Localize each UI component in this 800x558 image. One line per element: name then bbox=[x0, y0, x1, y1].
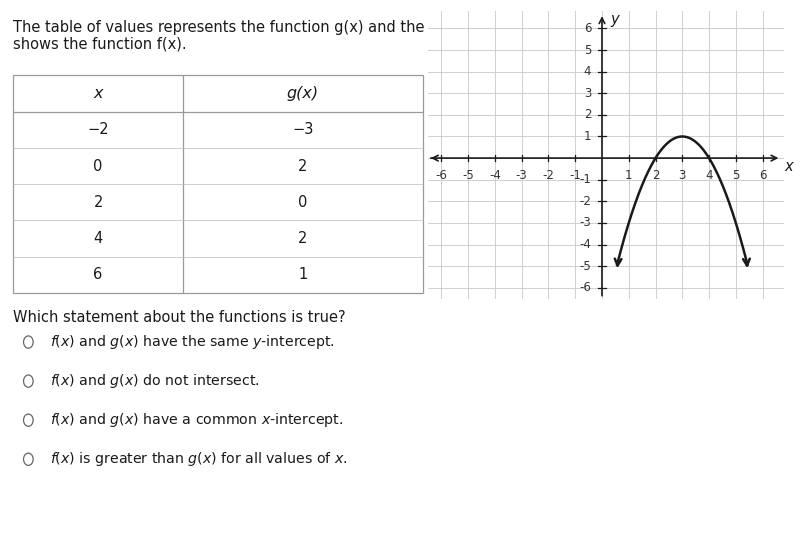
Text: 4: 4 bbox=[706, 169, 713, 182]
Text: -5: -5 bbox=[579, 259, 591, 273]
Text: 2: 2 bbox=[298, 158, 308, 174]
Text: shows the function f(x).: shows the function f(x). bbox=[13, 36, 186, 51]
Text: -1: -1 bbox=[579, 173, 591, 186]
Text: f(x) and g(x) have a common x-intercept.: f(x) and g(x) have a common x-intercept. bbox=[0, 557, 1, 558]
Text: $f(x)$ and $g(x)$ do not intersect.: $f(x)$ and $g(x)$ do not intersect. bbox=[50, 372, 260, 390]
Text: -1: -1 bbox=[570, 169, 581, 182]
Text: 2: 2 bbox=[94, 195, 102, 210]
Text: Which statement about the functions is true?: Which statement about the functions is t… bbox=[13, 310, 346, 325]
Text: f(x) and g(x) have the same y-intercept.: f(x) and g(x) have the same y-intercept. bbox=[0, 557, 1, 558]
Text: 2: 2 bbox=[298, 231, 308, 246]
Text: 0: 0 bbox=[298, 195, 308, 210]
Text: 0: 0 bbox=[94, 158, 102, 174]
Text: 6: 6 bbox=[759, 169, 766, 182]
Text: f(x) and g(x) do not intersect.: f(x) and g(x) do not intersect. bbox=[0, 557, 1, 558]
Text: $y$: $y$ bbox=[610, 13, 621, 30]
Text: −2: −2 bbox=[87, 122, 109, 137]
Text: $f(x)$ and $g(x)$ have a common $x$-intercept.: $f(x)$ and $g(x)$ have a common $x$-inte… bbox=[50, 411, 343, 429]
Text: 6: 6 bbox=[94, 267, 102, 282]
Text: The table of values represents the function g(x) and the graph: The table of values represents the funct… bbox=[13, 20, 472, 35]
Text: 1: 1 bbox=[298, 267, 308, 282]
Text: f(x) is greater than g(x) for all values of x.: f(x) is greater than g(x) for all values… bbox=[0, 557, 1, 558]
Text: $f(x)$ and $g(x)$ have the same $y$-intercept.: $f(x)$ and $g(x)$ have the same $y$-inte… bbox=[50, 333, 335, 351]
Text: 4: 4 bbox=[94, 231, 102, 246]
Text: 4: 4 bbox=[584, 65, 591, 78]
Text: 5: 5 bbox=[584, 44, 591, 56]
Text: 1: 1 bbox=[625, 169, 633, 182]
Text: $f(x)$ is greater than $g(x)$ for all values of $x$.: $f(x)$ is greater than $g(x)$ for all va… bbox=[50, 450, 348, 468]
Text: 2: 2 bbox=[652, 169, 659, 182]
Text: -6: -6 bbox=[579, 281, 591, 294]
Text: -5: -5 bbox=[462, 169, 474, 182]
Text: -4: -4 bbox=[579, 238, 591, 251]
Text: -2: -2 bbox=[542, 169, 554, 182]
Text: $x$: $x$ bbox=[784, 159, 795, 174]
Text: 3: 3 bbox=[678, 169, 686, 182]
Text: -2: -2 bbox=[579, 195, 591, 208]
Text: 5: 5 bbox=[732, 169, 739, 182]
Text: -3: -3 bbox=[579, 217, 591, 229]
Text: g(x): g(x) bbox=[287, 86, 319, 101]
Text: -4: -4 bbox=[489, 169, 501, 182]
Text: 6: 6 bbox=[584, 22, 591, 35]
Text: 3: 3 bbox=[584, 86, 591, 100]
Text: x: x bbox=[94, 86, 103, 101]
Text: -3: -3 bbox=[516, 169, 527, 182]
Text: -6: -6 bbox=[435, 169, 447, 182]
Text: 2: 2 bbox=[584, 108, 591, 122]
Text: 1: 1 bbox=[584, 130, 591, 143]
Text: −3: −3 bbox=[292, 122, 314, 137]
